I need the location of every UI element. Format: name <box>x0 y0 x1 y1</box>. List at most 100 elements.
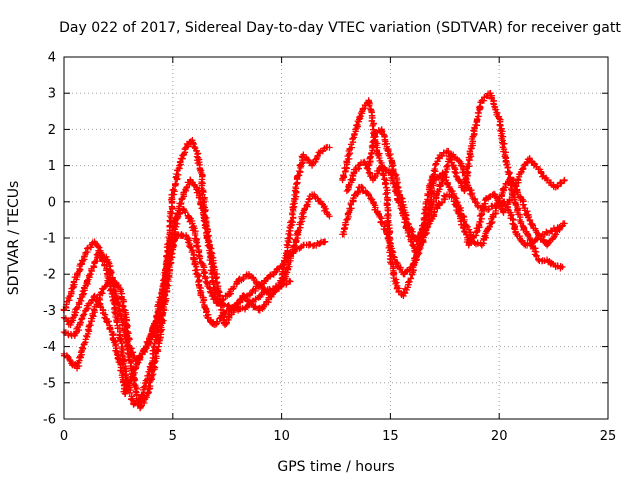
y-tick-label: 3 <box>48 87 56 102</box>
data-trace <box>195 252 209 280</box>
data-trace <box>204 314 217 327</box>
data-trace <box>191 258 204 294</box>
data-trace <box>413 222 428 245</box>
data-trace <box>200 211 213 248</box>
series-8 <box>365 126 564 249</box>
data-trace <box>179 232 190 240</box>
x-tick-label: 20 <box>491 429 508 444</box>
data-trace <box>339 152 353 182</box>
data-trace <box>496 116 510 161</box>
y-tick-label: -3 <box>43 304 56 319</box>
data-trace <box>466 185 481 207</box>
data-point <box>496 115 503 122</box>
data-trace <box>117 337 131 384</box>
data-trace <box>487 92 503 120</box>
chart-title: Day 022 of 2017, Sidereal Day-to-day VTE… <box>59 20 621 36</box>
data-trace <box>318 200 332 218</box>
data-trace <box>184 236 198 263</box>
data-trace <box>358 183 371 197</box>
data-trace <box>151 309 167 362</box>
data-trace <box>212 315 224 328</box>
data-trace <box>68 272 81 297</box>
data-trace <box>510 171 523 198</box>
data-trace <box>519 222 532 240</box>
data-trace <box>554 262 564 272</box>
data-trace <box>375 210 388 233</box>
data-trace <box>430 178 446 205</box>
data-point <box>213 274 220 282</box>
data-point <box>535 256 542 263</box>
y-tick-label: -1 <box>43 232 56 247</box>
data-trace <box>388 157 402 192</box>
y-tick-label: -4 <box>43 340 56 355</box>
data-trace <box>518 156 532 175</box>
data-trace <box>104 258 120 298</box>
data-trace <box>193 150 205 174</box>
data-trace <box>517 196 533 221</box>
data-trace <box>478 220 493 249</box>
series-4 <box>60 176 333 412</box>
data-trace <box>507 209 519 236</box>
data-trace <box>504 177 515 187</box>
data-point <box>561 176 568 184</box>
data-trace <box>87 250 102 278</box>
data-trace <box>383 229 398 261</box>
data-point <box>247 299 255 307</box>
y-tick-label: -6 <box>43 413 56 428</box>
y-tick-label: 2 <box>48 123 56 138</box>
x-tick-label: 10 <box>273 429 290 444</box>
data-trace <box>197 290 212 320</box>
y-tick-label: 0 <box>48 195 56 210</box>
data-trace <box>246 272 262 288</box>
data-trace <box>344 197 357 222</box>
data-trace <box>75 272 93 306</box>
data-trace <box>174 193 187 217</box>
data-trace <box>286 180 300 232</box>
data-trace <box>206 243 220 281</box>
data-trace <box>275 273 290 292</box>
data-trace <box>110 301 124 342</box>
data-trace <box>160 259 175 313</box>
data-trace <box>366 131 379 168</box>
data-trace <box>395 285 405 298</box>
y-tick-label: 4 <box>48 51 56 66</box>
data-trace <box>292 210 307 246</box>
data-trace <box>90 285 106 313</box>
data-point <box>559 263 566 271</box>
data-trace <box>100 309 114 333</box>
x-axis-label: GPS time / hours <box>277 459 394 475</box>
data-point <box>435 155 442 162</box>
data-trace <box>236 304 249 313</box>
plot-frame <box>63 56 609 420</box>
data-trace <box>225 278 241 298</box>
x-tick-label: 5 <box>169 429 177 444</box>
series-7 <box>343 155 568 260</box>
y-tick-label: 1 <box>48 159 56 174</box>
data-points <box>60 90 568 412</box>
data-trace <box>395 189 410 227</box>
data-trace <box>421 201 436 226</box>
data-trace <box>345 166 358 193</box>
data-trace <box>230 295 246 312</box>
data-trace <box>265 287 279 301</box>
data-trace <box>137 395 149 411</box>
data-trace <box>536 257 548 265</box>
x-tick-label: 15 <box>382 429 399 444</box>
data-trace <box>526 217 542 238</box>
data-trace <box>405 220 420 243</box>
data-trace <box>140 336 154 356</box>
data-trace <box>365 192 381 215</box>
data-trace <box>121 331 135 372</box>
data-point <box>291 242 298 249</box>
data-point <box>326 144 333 151</box>
y-axis-label: SDTVAR / TECUs <box>6 181 22 296</box>
data-trace <box>112 294 129 334</box>
data-point <box>326 213 333 220</box>
data-trace <box>72 307 89 337</box>
data-trace <box>449 187 463 217</box>
y-tick-label: -5 <box>43 376 56 391</box>
data-trace <box>400 271 416 297</box>
data-trace <box>176 145 189 168</box>
data-trace <box>470 97 486 139</box>
